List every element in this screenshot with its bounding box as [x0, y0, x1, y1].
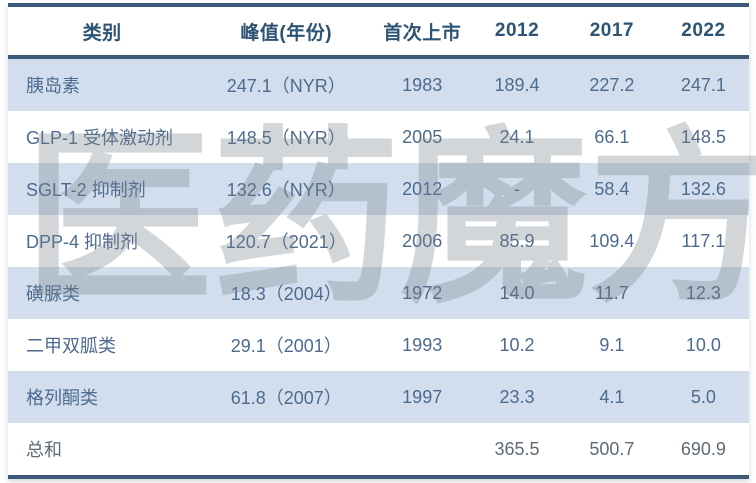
cell-category: 二甲双胍类: [26, 336, 116, 356]
col-header-2017: 2017: [565, 7, 658, 59]
col-header-first-launch: 首次上市: [376, 7, 469, 59]
table-row-glp1: GLP-1 受体激动剂 148.5（NYR） 2005 24.1 66.1 14…: [8, 111, 749, 163]
cell-category: 总和: [26, 440, 62, 460]
cell-peak: 247.1（NYR）: [226, 76, 346, 96]
cell-2022: 117.1: [681, 230, 726, 251]
cell-first-launch: 2012: [402, 178, 443, 199]
cell-category: GLP-1 受体激动剂: [26, 128, 174, 148]
cell-2012: 365.5: [494, 438, 540, 459]
table-row-sglt2: SGLT-2 抑制剂 132.6（NYR） 2012 - 58.4 132.6: [8, 163, 749, 215]
col-header-peak-year: 峰值(年份): [196, 7, 377, 59]
cell-2017: 9.1: [599, 334, 625, 355]
cell-2022: 132.6: [680, 178, 726, 199]
cell-peak: 18.3（2004）: [230, 284, 342, 304]
cell-peak: [196, 423, 376, 475]
cell-first-launch: [376, 423, 468, 475]
cell-2022: 12.3: [685, 282, 721, 303]
cell-2017: 4.1: [599, 386, 625, 407]
cell-2017: 58.4: [594, 178, 630, 199]
cell-2022: 148.5: [680, 126, 726, 147]
cell-peak: 120.7（2021）: [225, 232, 347, 252]
col-header-category: 类别: [8, 7, 197, 59]
diabetes-drug-sales-table: 类别 峰值(年份) 首次上市 2012 2017 2022 胰岛素 247.1（…: [8, 3, 749, 479]
table-row-total: 总和 365.5 500.7 690.9: [8, 423, 749, 475]
col-header-2022: 2022: [657, 7, 749, 59]
cell-2012: -: [514, 178, 521, 199]
header-row: 类别 峰值(年份) 首次上市 2012 2017 2022: [8, 7, 749, 59]
cell-category: 胰岛素: [26, 76, 80, 96]
cell-2017: 227.2: [589, 74, 635, 95]
cell-first-launch: 1983: [402, 74, 443, 95]
table-row-sulfonylurea: 磺脲类 18.3（2004） 1972 14.0 11.7 12.3: [8, 267, 749, 319]
data-table: 类别 峰值(年份) 首次上市 2012 2017 2022 胰岛素 247.1（…: [8, 7, 749, 475]
cell-2022: 247.1: [680, 74, 726, 95]
cell-first-launch: 1972: [402, 282, 443, 303]
cell-category: 格列酮类: [26, 388, 98, 408]
cell-2017: 500.7: [589, 438, 635, 459]
cell-category: DPP-4 抑制剂: [26, 232, 139, 252]
cell-2012: 24.1: [499, 126, 535, 147]
table-row-glitazone: 格列酮类 61.8（2007） 1997 23.3 4.1 5.0: [8, 371, 749, 423]
cell-2012: 14.0: [499, 282, 535, 303]
cell-peak: 132.6（NYR）: [226, 180, 346, 200]
cell-first-launch: 2005: [402, 126, 443, 147]
cell-2012: 23.3: [499, 386, 535, 407]
table-row-metformin: 二甲双胍类 29.1（2001） 1993 10.2 9.1 10.0: [8, 319, 749, 371]
table-header: 类别 峰值(年份) 首次上市 2012 2017 2022: [8, 7, 749, 59]
cell-category: 磺脲类: [26, 284, 80, 304]
cell-2012: 10.2: [499, 334, 535, 355]
cell-2022: 690.9: [680, 438, 726, 459]
table-row-insulin: 胰岛素 247.1（NYR） 1983 189.4 227.2 247.1: [8, 57, 749, 111]
col-header-2012: 2012: [468, 7, 566, 59]
cell-2017: 109.4: [589, 230, 635, 251]
table-body: 胰岛素 247.1（NYR） 1983 189.4 227.2 247.1 GL…: [8, 57, 749, 475]
cell-2012: 85.9: [499, 230, 535, 251]
cell-peak: 61.8（2007）: [230, 388, 342, 408]
cell-first-launch: 2006: [402, 230, 443, 251]
cell-peak: 29.1（2001）: [230, 336, 342, 356]
cell-2012: 189.4: [494, 74, 540, 95]
cell-first-launch: 1997: [402, 386, 443, 407]
cell-2022: 5.0: [690, 386, 716, 407]
cell-2022: 10.0: [685, 334, 721, 355]
cell-category: SGLT-2 抑制剂: [26, 180, 146, 200]
cell-first-launch: 1993: [402, 334, 443, 355]
cell-peak: 148.5（NYR）: [226, 128, 346, 148]
table-row-dpp4: DPP-4 抑制剂 120.7（2021） 2006 85.9 109.4 11…: [8, 215, 749, 267]
cell-2017: 11.7: [595, 282, 629, 303]
cell-2017: 66.1: [594, 126, 630, 147]
